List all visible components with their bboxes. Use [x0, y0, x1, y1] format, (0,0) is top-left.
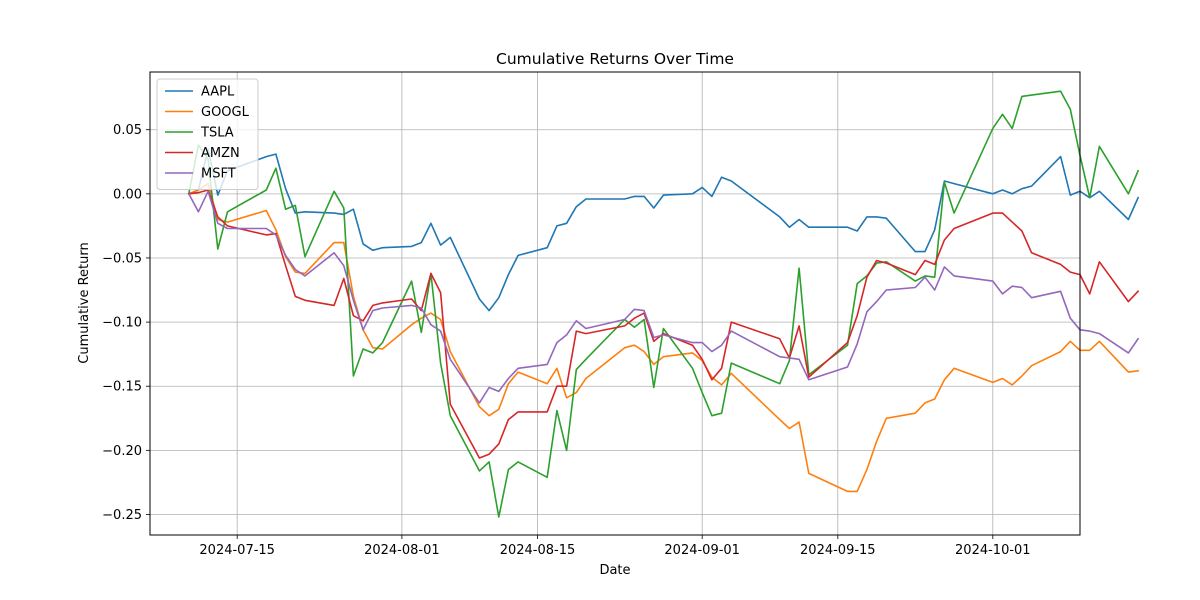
plot-area [187, 90, 1140, 518]
x-axis: 2024-07-15 2024-08-01 2024-08-15 2024-09-01… [199, 535, 1031, 558]
axes-frame [149, 71, 1081, 536]
y-tick-label: −0.15 [102, 380, 142, 395]
y-tick-label: 0.00 [113, 187, 142, 202]
legend: AAPL GOOGL TSLA AMZN MSFT [156, 78, 259, 190]
series-line-msft [187, 190, 1140, 404]
series-line-googl [187, 182, 1139, 493]
legend-label-aapl: AAPL [201, 85, 235, 100]
x-tick-label: 2024-07-15 [199, 543, 275, 558]
legend-box [156, 78, 259, 190]
x-axis-label: Date [599, 563, 630, 578]
y-tick-label: −0.10 [102, 316, 142, 331]
x-tick-label: 2024-09-01 [664, 543, 740, 558]
legend-label-googl: GOOGL [201, 105, 250, 120]
y-tick-label: 0.05 [113, 123, 142, 138]
legend-label-tsla: TSLA [200, 126, 234, 141]
x-tick-label: 2024-09-15 [800, 543, 876, 558]
legend-label-amzn: AMZN [201, 146, 240, 161]
y-tick-label: −0.20 [102, 444, 142, 459]
chart-title: Cumulative Returns Over Time [496, 50, 734, 68]
y-axis-label: Cumulative Return [77, 242, 92, 363]
series-line-amzn [187, 189, 1140, 459]
y-axis: 0.05 0.00 −0.05 −0.10 −0.15 −0.20 −0.25 [102, 123, 150, 523]
x-tick-label: 2024-08-15 [500, 543, 576, 558]
series-line-tsla [187, 90, 1140, 518]
x-tick-label: 2024-08-01 [364, 543, 440, 558]
legend-label-msft: MSFT [201, 167, 236, 182]
x-tick-label: 2024-10-01 [955, 543, 1031, 558]
y-tick-label: −0.25 [102, 508, 142, 523]
y-tick-label: −0.05 [102, 251, 142, 266]
